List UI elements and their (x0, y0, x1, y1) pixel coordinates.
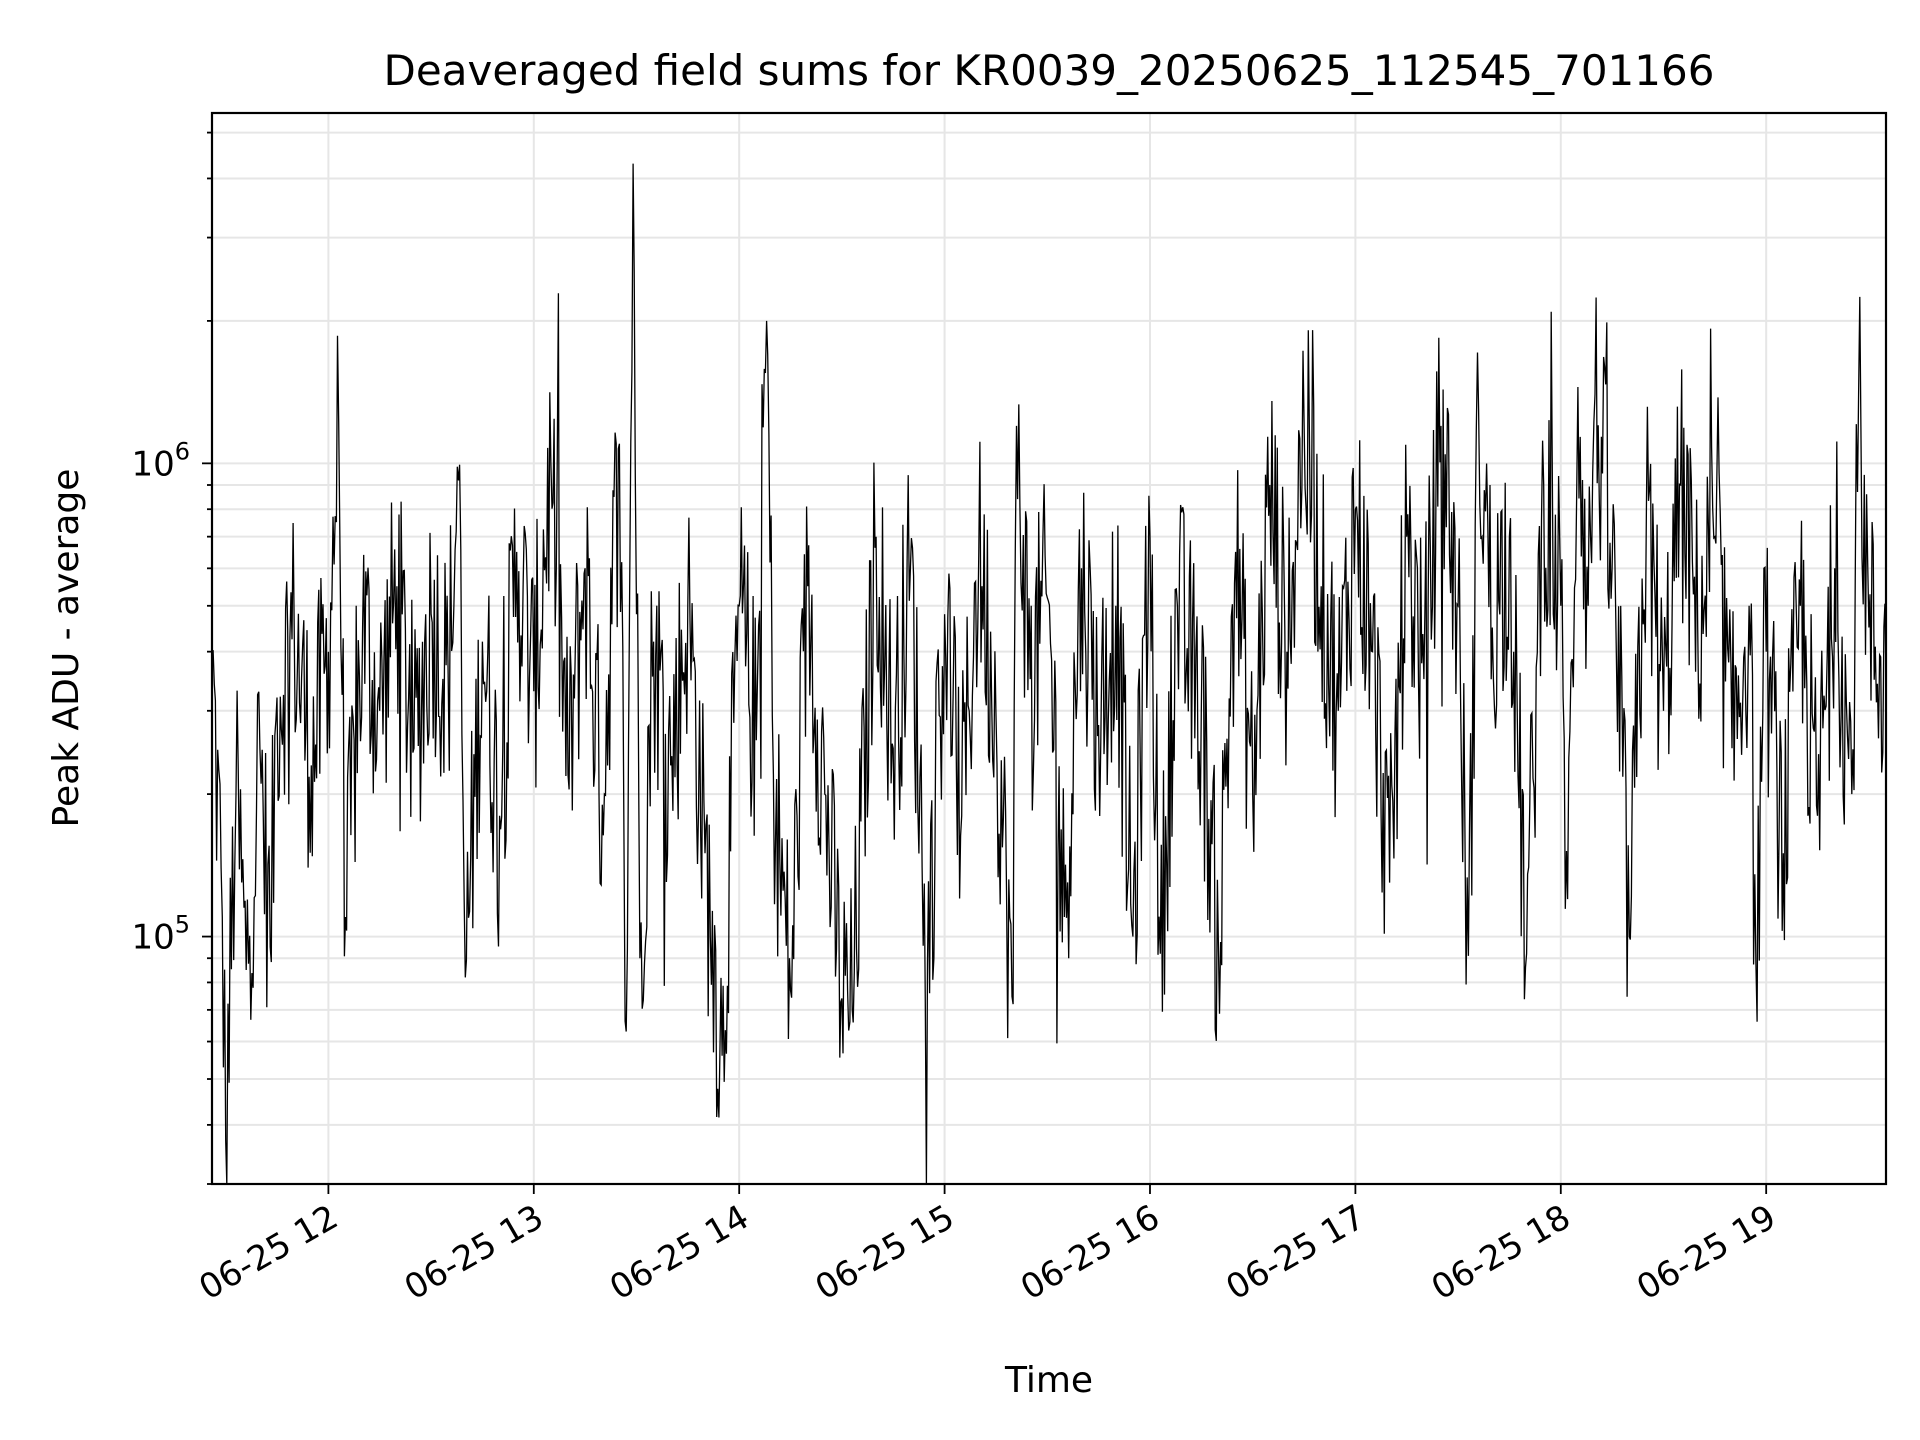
x-tick-label: 06-25 15 (809, 1197, 961, 1308)
y-tick-label: 105 (131, 911, 190, 958)
plot-frame (210, 111, 1888, 1186)
x-tick-label: 06-25 16 (1014, 1197, 1166, 1308)
series-line (211, 163, 1887, 1185)
x-tick-labels: 06-25 12 06-25 13 06-25 14 06-25 15 06-25 16… (192, 1197, 1782, 1308)
x-tick-label: 06-25 13 (398, 1197, 550, 1308)
x-tick-label: 06-25 19 (1630, 1197, 1782, 1308)
y-axis-label: Peak ADU - average (46, 469, 87, 828)
x-axis-label: Time (1004, 1360, 1093, 1401)
x-tick-label: 06-25 17 (1219, 1197, 1371, 1308)
chart-title: Deaveraged field sums for KR0039_2025062… (384, 46, 1715, 95)
y-tick-labels: 105 106 (131, 437, 190, 957)
x-tick-label: 06-25 18 (1425, 1197, 1577, 1308)
x-tick-label: 06-25 14 (603, 1197, 755, 1308)
y-tick-label: 106 (131, 437, 190, 484)
gridlines (212, 113, 1886, 1185)
x-tick-label: 06-25 12 (192, 1197, 344, 1308)
